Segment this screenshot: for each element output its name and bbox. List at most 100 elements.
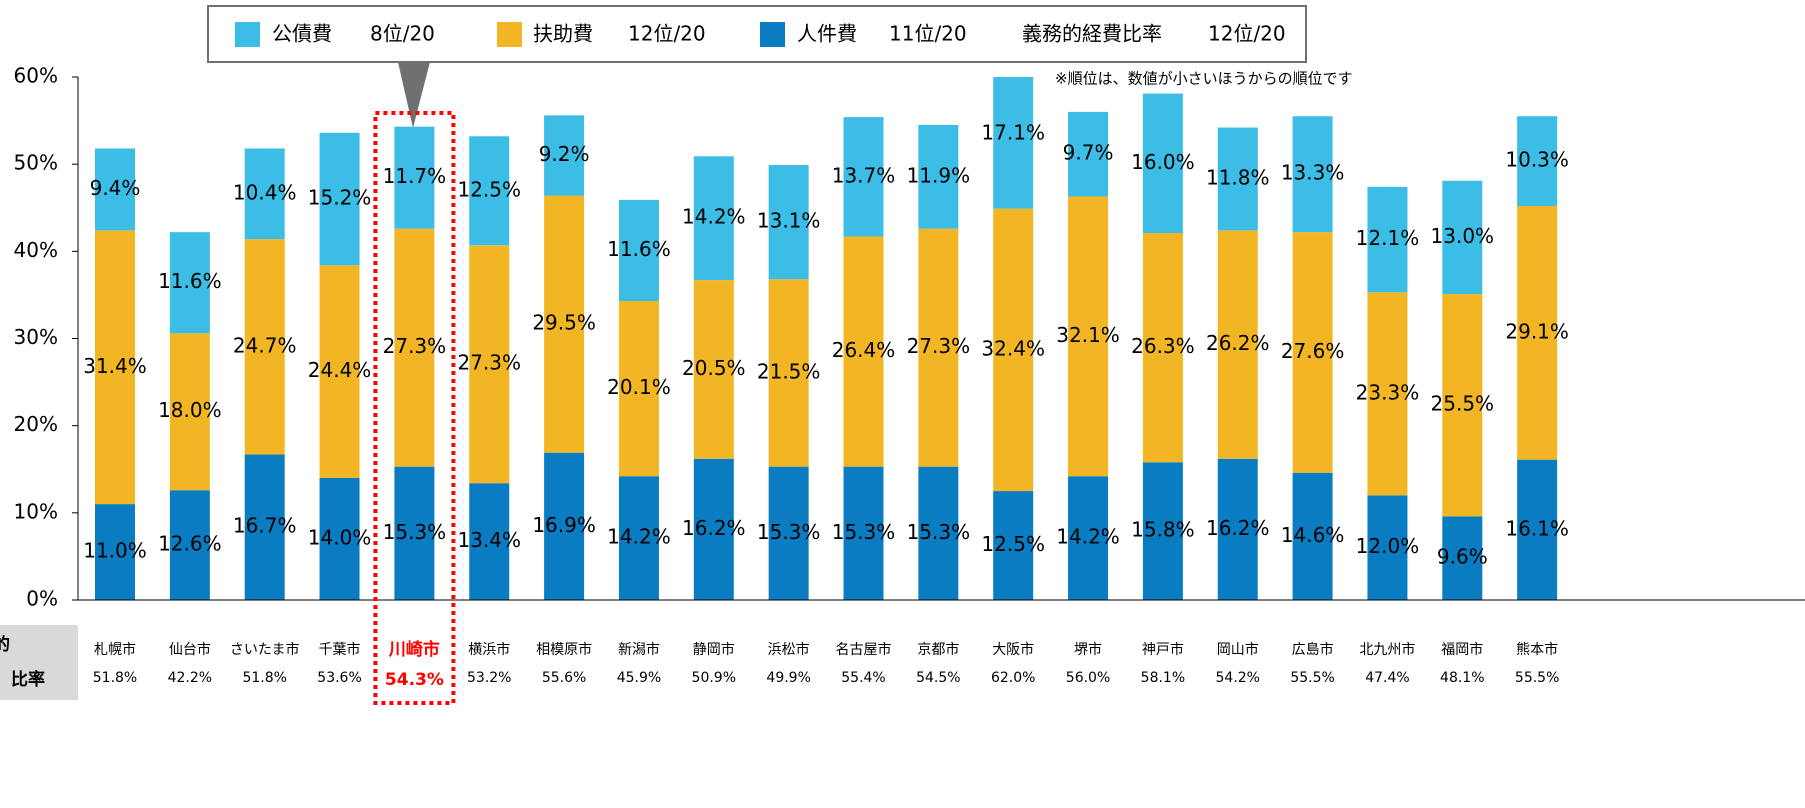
legend-label: 公債費 bbox=[272, 22, 332, 46]
data-label: 10.3% bbox=[1505, 148, 1569, 172]
x-tick-label: 大阪市 bbox=[992, 641, 1034, 658]
data-label: 12.1% bbox=[1356, 226, 1420, 250]
total-label: 56.0% bbox=[1066, 670, 1110, 686]
bar-segment bbox=[918, 466, 959, 600]
total-label: 54.2% bbox=[1216, 670, 1260, 686]
bar-segment bbox=[1068, 111, 1109, 197]
ratio-rank: 12位/20 bbox=[1208, 22, 1286, 46]
bar-segment bbox=[1367, 495, 1408, 600]
data-label: 27.3% bbox=[907, 334, 971, 358]
bar-segment bbox=[394, 466, 435, 600]
data-label: 13.0% bbox=[1431, 224, 1495, 248]
bar-segment bbox=[394, 126, 435, 229]
y-tick-label: 0% bbox=[26, 587, 58, 611]
x-tick-label: 川崎市 bbox=[388, 639, 440, 660]
bar-segment bbox=[544, 195, 585, 453]
data-label: 10.4% bbox=[233, 180, 297, 204]
data-label: 18.0% bbox=[158, 398, 222, 422]
bar-segment bbox=[693, 458, 734, 600]
legend-rank: 8位/20 bbox=[370, 22, 435, 46]
data-label: 15.8% bbox=[1131, 518, 1195, 542]
data-label: 11.0% bbox=[83, 539, 147, 563]
data-label: 32.4% bbox=[981, 336, 1045, 360]
x-tick-label: 北九州市 bbox=[1359, 641, 1415, 658]
bar-segment bbox=[768, 466, 809, 600]
data-label: 27.3% bbox=[383, 334, 447, 358]
bar-segment bbox=[618, 301, 659, 477]
bar-segment bbox=[1292, 472, 1333, 600]
data-label: 15.3% bbox=[383, 520, 447, 544]
x-tick-label: 広島市 bbox=[1292, 641, 1334, 658]
total-label: 51.8% bbox=[93, 670, 137, 686]
bar-segment bbox=[918, 228, 959, 467]
data-label: 26.4% bbox=[832, 338, 896, 362]
bar-segment bbox=[319, 132, 360, 266]
data-label: 23.3% bbox=[1356, 380, 1420, 404]
bar-segment bbox=[1142, 93, 1183, 234]
bar-segment bbox=[1142, 462, 1183, 600]
data-label: 12.0% bbox=[1356, 534, 1420, 558]
bar-segment bbox=[244, 239, 285, 455]
row-label-band bbox=[0, 625, 78, 700]
bar-segment bbox=[1068, 476, 1109, 600]
data-label: 21.5% bbox=[757, 359, 821, 383]
bar-segment bbox=[469, 136, 510, 246]
total-label: 49.9% bbox=[766, 670, 810, 686]
data-label: 9.6% bbox=[1437, 545, 1488, 569]
y-tick-label: 60% bbox=[14, 64, 58, 88]
x-tick-label: 札幌市 bbox=[94, 641, 136, 658]
data-label: 31.4% bbox=[83, 354, 147, 378]
y-tick-label: 20% bbox=[14, 412, 58, 436]
bar-segment bbox=[95, 148, 135, 231]
legend-box bbox=[207, 5, 1307, 63]
x-tick-label: 仙台市 bbox=[169, 641, 211, 658]
data-label: 15.2% bbox=[308, 186, 372, 210]
total-label: 51.8% bbox=[242, 670, 286, 686]
data-label: 13.7% bbox=[832, 163, 896, 187]
data-label: 16.2% bbox=[682, 516, 746, 540]
y-tick-label: 40% bbox=[14, 238, 58, 262]
bar-segment bbox=[1068, 196, 1109, 477]
data-label: 27.3% bbox=[457, 351, 521, 375]
data-label: 9.4% bbox=[90, 176, 141, 200]
bar-segment bbox=[169, 333, 210, 491]
bar-segment bbox=[544, 452, 585, 600]
bar-segment bbox=[1292, 232, 1333, 473]
total-label: 55.5% bbox=[1515, 670, 1559, 686]
x-tick-label: 新潟市 bbox=[618, 641, 660, 658]
x-tick-label: 岡山市 bbox=[1217, 641, 1259, 658]
data-label: 14.2% bbox=[1056, 525, 1120, 549]
data-label: 16.2% bbox=[1206, 516, 1270, 540]
data-label: 29.5% bbox=[532, 311, 596, 335]
total-label: 42.2% bbox=[168, 670, 212, 686]
x-tick-label: 福岡市 bbox=[1441, 641, 1483, 658]
data-label: 14.6% bbox=[1281, 523, 1345, 547]
bar-segment bbox=[843, 117, 884, 237]
bar-segment bbox=[993, 491, 1034, 600]
x-tick-label: 神戸市 bbox=[1142, 641, 1184, 658]
data-label: 15.3% bbox=[832, 520, 896, 544]
data-label: 25.5% bbox=[1431, 392, 1495, 416]
bar-segment bbox=[469, 483, 510, 600]
data-label: 20.1% bbox=[607, 375, 671, 399]
total-label: 55.5% bbox=[1290, 670, 1334, 686]
x-tick-label: 静岡市 bbox=[693, 641, 735, 658]
x-tick-label: 京都市 bbox=[917, 641, 959, 658]
total-label: 62.0% bbox=[991, 670, 1035, 686]
x-tick-label: 熊本市 bbox=[1516, 641, 1558, 658]
data-label: 11.6% bbox=[158, 269, 222, 293]
bar-segment bbox=[768, 165, 809, 280]
x-tick-label: 相模原市 bbox=[536, 641, 592, 658]
data-label: 13.4% bbox=[457, 528, 521, 552]
bar-segment bbox=[1367, 186, 1408, 293]
bar-segment bbox=[693, 156, 734, 281]
bar-segment bbox=[993, 208, 1034, 492]
bar-segment bbox=[169, 490, 210, 600]
bar-segment bbox=[244, 454, 285, 600]
total-label: 54.5% bbox=[916, 670, 960, 686]
data-label: 11.7% bbox=[383, 164, 447, 188]
bar-segment bbox=[993, 77, 1034, 209]
row-label: 的 bbox=[0, 634, 10, 655]
x-tick-label: さいたま市 bbox=[230, 641, 300, 658]
